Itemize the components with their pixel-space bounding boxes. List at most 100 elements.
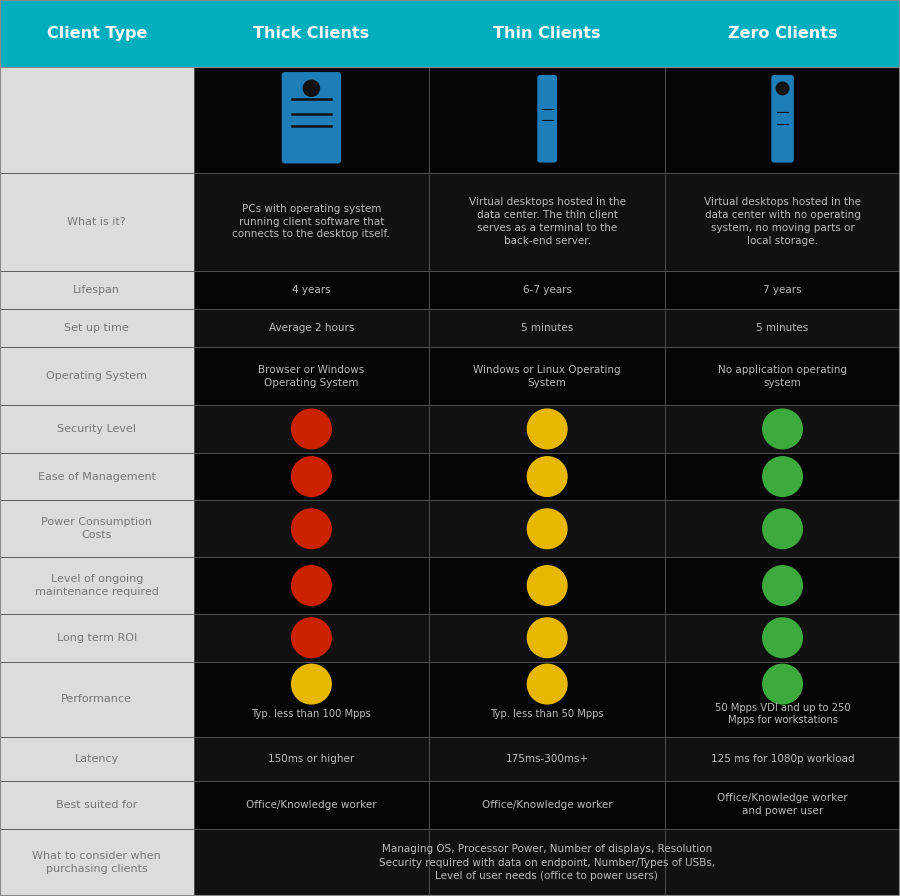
Bar bbox=[194, 661, 429, 737]
Bar bbox=[0, 737, 194, 780]
Bar bbox=[0, 500, 194, 557]
Text: PCs with operating system
running client software that
connects to the desktop i: PCs with operating system running client… bbox=[232, 203, 391, 239]
Bar bbox=[665, 500, 900, 557]
Text: Performance: Performance bbox=[61, 694, 132, 704]
Ellipse shape bbox=[527, 565, 567, 606]
Bar bbox=[0, 405, 194, 452]
Bar bbox=[0, 737, 194, 780]
Bar bbox=[665, 405, 900, 452]
Bar bbox=[194, 173, 429, 271]
Ellipse shape bbox=[292, 664, 331, 704]
Text: Latency: Latency bbox=[75, 754, 119, 763]
Bar bbox=[665, 309, 900, 348]
Bar bbox=[194, 737, 429, 780]
Bar bbox=[0, 614, 194, 661]
FancyBboxPatch shape bbox=[537, 75, 557, 162]
Bar bbox=[0, 348, 194, 405]
Bar bbox=[194, 737, 429, 780]
Bar bbox=[194, 557, 429, 614]
Text: Typ. less than 100 Mpps: Typ. less than 100 Mpps bbox=[251, 709, 372, 719]
Bar bbox=[665, 780, 900, 829]
Bar bbox=[194, 829, 429, 896]
Bar bbox=[429, 309, 665, 348]
Text: Average 2 hours: Average 2 hours bbox=[269, 323, 354, 333]
Text: 125 ms for 1080p workload: 125 ms for 1080p workload bbox=[711, 754, 854, 763]
Ellipse shape bbox=[763, 457, 802, 496]
Text: Managing OS, Processor Power, Number of displays, Resolution
Security required w: Managing OS, Processor Power, Number of … bbox=[379, 844, 715, 881]
Bar bbox=[429, 405, 665, 452]
Bar bbox=[429, 405, 665, 452]
Bar bbox=[0, 452, 194, 500]
Ellipse shape bbox=[763, 618, 802, 658]
Bar bbox=[665, 737, 900, 780]
Bar bbox=[429, 500, 665, 557]
Bar bbox=[429, 348, 665, 405]
Bar bbox=[429, 452, 665, 500]
Bar bbox=[194, 661, 429, 737]
Bar bbox=[665, 309, 900, 348]
Bar bbox=[665, 271, 900, 309]
Bar bbox=[0, 829, 194, 896]
Bar bbox=[0, 500, 194, 557]
Ellipse shape bbox=[763, 565, 802, 606]
Bar bbox=[665, 405, 900, 452]
Bar bbox=[0, 829, 194, 896]
Bar bbox=[0, 173, 194, 271]
FancyBboxPatch shape bbox=[282, 72, 341, 163]
FancyBboxPatch shape bbox=[771, 75, 794, 162]
Bar bbox=[194, 309, 429, 348]
Bar bbox=[0, 271, 194, 309]
Bar bbox=[194, 173, 429, 271]
Ellipse shape bbox=[763, 509, 802, 548]
Bar bbox=[0, 173, 194, 271]
Bar bbox=[0, 0, 900, 67]
Bar bbox=[429, 67, 665, 173]
Text: Best suited for: Best suited for bbox=[56, 800, 138, 810]
Bar bbox=[194, 829, 429, 896]
Bar bbox=[665, 829, 900, 896]
Text: 7 years: 7 years bbox=[763, 285, 802, 295]
Bar bbox=[429, 271, 665, 309]
Bar bbox=[665, 557, 900, 614]
Text: Browser or Windows
Operating System: Browser or Windows Operating System bbox=[258, 365, 364, 388]
Bar bbox=[194, 614, 429, 661]
Ellipse shape bbox=[763, 409, 802, 449]
Ellipse shape bbox=[527, 664, 567, 704]
Bar bbox=[194, 67, 429, 173]
Text: Office/Knowledge worker
and power user: Office/Knowledge worker and power user bbox=[717, 794, 848, 816]
Text: 150ms or higher: 150ms or higher bbox=[268, 754, 355, 763]
Ellipse shape bbox=[292, 509, 331, 548]
Text: What is it?: What is it? bbox=[68, 217, 126, 227]
Bar bbox=[194, 405, 429, 452]
Text: Virtual desktops hosted in the
data center. The thin client
serves as a terminal: Virtual desktops hosted in the data cent… bbox=[469, 197, 626, 246]
Bar bbox=[429, 737, 665, 780]
Text: 4 years: 4 years bbox=[292, 285, 330, 295]
Bar bbox=[665, 614, 900, 661]
Bar bbox=[0, 405, 194, 452]
Bar bbox=[665, 348, 900, 405]
Bar bbox=[665, 737, 900, 780]
Bar bbox=[429, 173, 665, 271]
Ellipse shape bbox=[292, 618, 331, 658]
Bar bbox=[429, 309, 665, 348]
Bar bbox=[194, 452, 429, 500]
Bar bbox=[665, 67, 900, 173]
Text: Operating System: Operating System bbox=[46, 371, 148, 382]
Text: Power Consumption
Costs: Power Consumption Costs bbox=[41, 517, 152, 540]
Bar bbox=[429, 829, 665, 896]
Bar bbox=[0, 0, 900, 67]
Ellipse shape bbox=[527, 409, 567, 449]
Bar bbox=[429, 661, 665, 737]
Bar bbox=[429, 348, 665, 405]
Bar bbox=[0, 661, 194, 737]
Bar bbox=[665, 271, 900, 309]
Bar bbox=[194, 405, 429, 452]
Bar bbox=[194, 309, 429, 348]
Bar bbox=[194, 780, 429, 829]
Bar bbox=[665, 452, 900, 500]
Text: 50 Mpps VDI and up to 250
Mpps for workstations: 50 Mpps VDI and up to 250 Mpps for works… bbox=[715, 703, 850, 726]
Text: Lifespan: Lifespan bbox=[73, 285, 121, 295]
Text: Set up time: Set up time bbox=[65, 323, 129, 333]
Text: 175ms-300ms+: 175ms-300ms+ bbox=[506, 754, 589, 763]
Text: What to consider when
purchasing clients: What to consider when purchasing clients bbox=[32, 851, 161, 874]
